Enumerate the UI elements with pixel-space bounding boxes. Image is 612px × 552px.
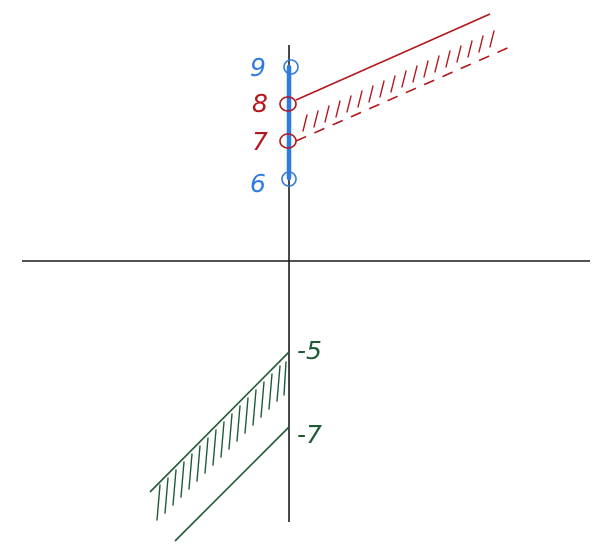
green-label-bottom: -7 [297,420,322,449]
red-hatching [302,30,495,132]
red-solid-boundary [295,13,491,101]
green-region: -5 -7 [149,336,322,542]
blue-open-point-bottom [281,171,297,187]
red-label-bottom: 7 [252,127,268,156]
blue-label-top: 9 [250,53,266,82]
red-open-point-top [279,96,297,112]
red-label-top: 8 [252,89,268,118]
blue-interval: 9 6 [250,53,299,198]
green-hatching [156,361,287,521]
red-region: 8 7 [252,13,513,156]
blue-open-point-top [283,59,299,75]
green-label-top: -5 [297,336,322,365]
red-dashed-boundary [295,45,513,142]
blue-label-bottom: 6 [250,169,266,198]
green-upper-boundary [149,351,290,493]
green-lower-boundary [174,426,290,542]
